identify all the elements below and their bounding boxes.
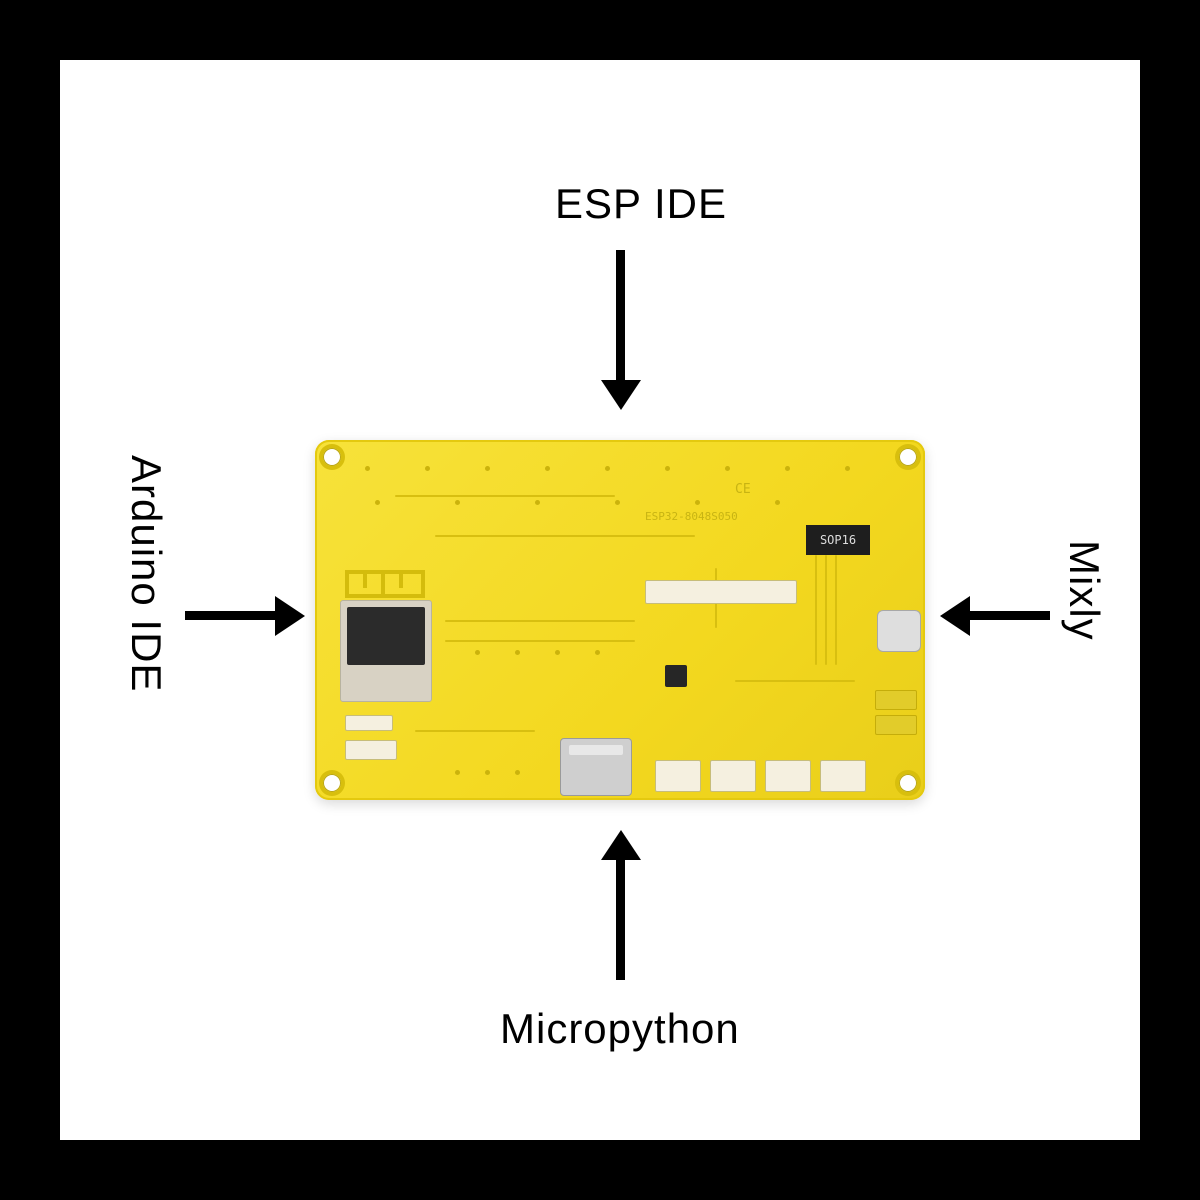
- pcb-trace: [735, 680, 855, 682]
- jst-connector: [655, 760, 701, 792]
- label-top: ESP IDE: [555, 180, 727, 228]
- esp32-module: [340, 600, 432, 702]
- pcb-trace: [415, 730, 535, 732]
- pcb-trace: [825, 555, 827, 665]
- solder-pad: [875, 690, 917, 710]
- pcb-trace: [835, 555, 837, 665]
- arrow-top: [616, 250, 625, 410]
- mount-hole: [323, 774, 341, 792]
- arrow-bottom: [616, 830, 625, 980]
- microsd-slot: [560, 738, 632, 796]
- mount-hole: [899, 774, 917, 792]
- qfn-chip: [665, 665, 687, 687]
- pcb-trace: [395, 495, 615, 497]
- label-left: Arduino IDE: [122, 455, 170, 692]
- jst-connector: [765, 760, 811, 792]
- jst-connector: [710, 760, 756, 792]
- silk-ce-mark: CE: [735, 482, 751, 497]
- label-right: Mixly: [1060, 540, 1108, 641]
- solder-pad: [875, 715, 917, 735]
- sop16-chip: SOP16: [806, 525, 870, 555]
- esp-antenna: [345, 570, 425, 598]
- pcb-board: ESP32-8048S050 CE SOP16: [315, 440, 925, 800]
- side-connector: [345, 740, 397, 760]
- mount-hole: [323, 448, 341, 466]
- label-bottom: Micropython: [500, 1005, 740, 1053]
- fpc-connector: [645, 580, 797, 604]
- usb-c-port: [877, 610, 921, 652]
- arrow-right: [940, 611, 1050, 620]
- jst-connector: [820, 760, 866, 792]
- pcb-trace: [435, 535, 695, 537]
- diagram-canvas: ESP IDE Micropython Arduino IDE Mixly: [60, 60, 1140, 1140]
- pcb-trace: [445, 620, 635, 622]
- side-connector: [345, 715, 393, 731]
- mount-hole: [899, 448, 917, 466]
- pcb-trace: [445, 640, 635, 642]
- pcb-trace: [815, 555, 817, 665]
- arrow-left: [185, 611, 305, 620]
- silk-text: ESP32-8048S050: [645, 510, 738, 523]
